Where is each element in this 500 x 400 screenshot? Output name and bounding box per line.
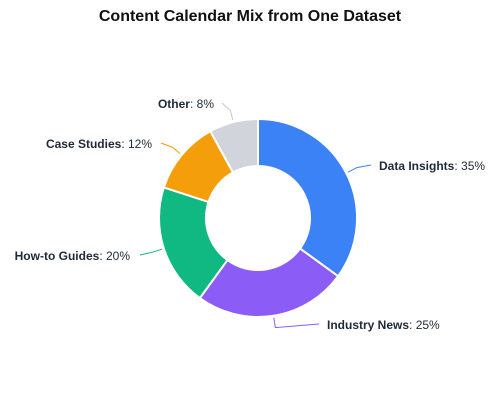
leader-line-how-to-guides xyxy=(139,248,163,256)
slice-data-insights[interactable] xyxy=(257,117,358,278)
slice-other[interactable] xyxy=(208,117,259,174)
slice-label-how-to-guides: How-to Guides: 20% xyxy=(15,249,131,263)
leader-line-data-insights xyxy=(347,164,372,173)
slice-how-to-guides[interactable] xyxy=(158,186,229,300)
slice-label-case-studies: Case Studies: 12% xyxy=(46,137,152,151)
slice-label-data-insights: Data Insights: 35% xyxy=(379,159,485,173)
leader-line-other xyxy=(221,102,234,121)
slice-industry-news[interactable] xyxy=(198,247,340,318)
leader-line-industry-news xyxy=(273,317,320,329)
slice-label-other: Other: 8% xyxy=(158,97,214,111)
leader-line-case-studies xyxy=(160,142,181,155)
slice-label-industry-news: Industry News: 25% xyxy=(327,318,440,332)
chart-title: Content Calendar Mix from One Dataset xyxy=(98,8,402,25)
